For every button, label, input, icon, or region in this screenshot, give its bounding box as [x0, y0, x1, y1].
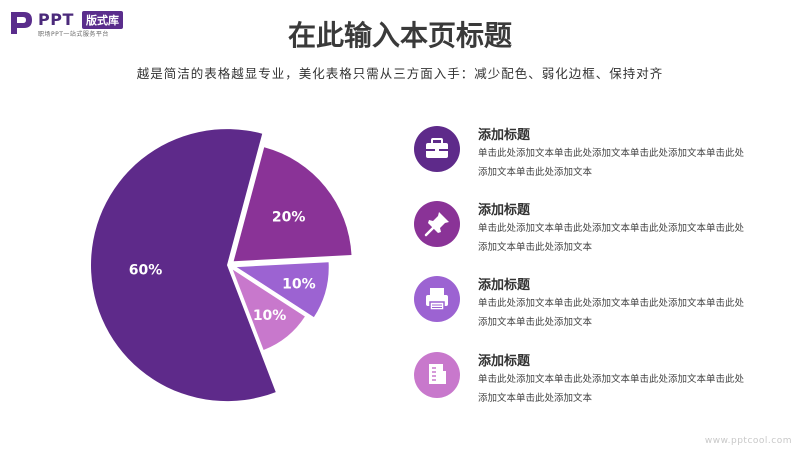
pie-slice — [91, 129, 276, 402]
pie-chart: 20% 10% 10% 60% — [91, 129, 352, 402]
info-item-3: 添加标题 单击此处添加文本单击此处添加文本单击此处添加文本单击此处添加文本单击此… — [414, 274, 774, 344]
logo-badge: 版式库 — [82, 11, 123, 29]
item-icon-circle — [414, 126, 460, 172]
info-item-1: 添加标题 单击此处添加文本单击此处添加文本单击此处添加文本单击此处添加文本单击此… — [414, 124, 774, 194]
pie-slice — [236, 262, 329, 318]
item-text: 单击此处添加文本单击此处添加文本单击此处添加文本单击此处添加文本单击此处添加文本 — [478, 223, 745, 253]
printer-icon — [426, 288, 448, 311]
pie-slice — [232, 269, 305, 350]
pie-slice — [233, 147, 352, 262]
page-title: 在此输入本页标题 — [287, 19, 512, 52]
brand-logo: PPT 版式库 职场PPT一站式服务平台 — [8, 6, 168, 40]
pie-slice-label: 10% — [253, 308, 287, 324]
page-subtitle: 越是简洁的表格越显专业，美化表格只需从三方面入手：减少配色、弱化边框、保持对齐 — [136, 66, 664, 81]
briefcase-icon — [426, 138, 448, 158]
pie-slice-label: 60% — [129, 262, 163, 278]
item-text: 单击此处添加文本单击此处添加文本单击此处添加文本单击此处添加文本单击此处添加文本 — [478, 374, 745, 404]
pushpin-icon — [424, 212, 449, 237]
document-icon — [429, 364, 446, 384]
info-item-2: 添加标题 单击此处添加文本单击此处添加文本单击此处添加文本单击此处添加文本单击此… — [414, 199, 774, 269]
item-text: 单击此处添加文本单击此处添加文本单击此处添加文本单击此处添加文本单击此处添加文本 — [478, 298, 745, 328]
item-text: 单击此处添加文本单击此处添加文本单击此处添加文本单击此处添加文本单击此处添加文本 — [478, 148, 745, 178]
item-title: 添加标题 — [478, 128, 531, 143]
logo-mark-icon — [11, 12, 32, 34]
item-icon-circle — [414, 276, 460, 322]
info-item-4: 添加标题 单击此处添加文本单击此处添加文本单击此处添加文本单击此处添加文本单击此… — [414, 350, 774, 420]
pie-slice-label: 20% — [272, 210, 306, 226]
pie-slice-label: 10% — [282, 277, 316, 293]
watermark: www.pptcool.com — [704, 436, 792, 446]
logo-tagline: 职场PPT一站式服务平台 — [38, 31, 109, 38]
item-title: 添加标题 — [478, 354, 531, 369]
item-title: 添加标题 — [478, 278, 531, 293]
item-title: 添加标题 — [478, 203, 531, 218]
item-icon-circle — [414, 352, 460, 398]
logo-text: PPT — [38, 10, 74, 29]
item-icon-circle — [414, 201, 460, 247]
